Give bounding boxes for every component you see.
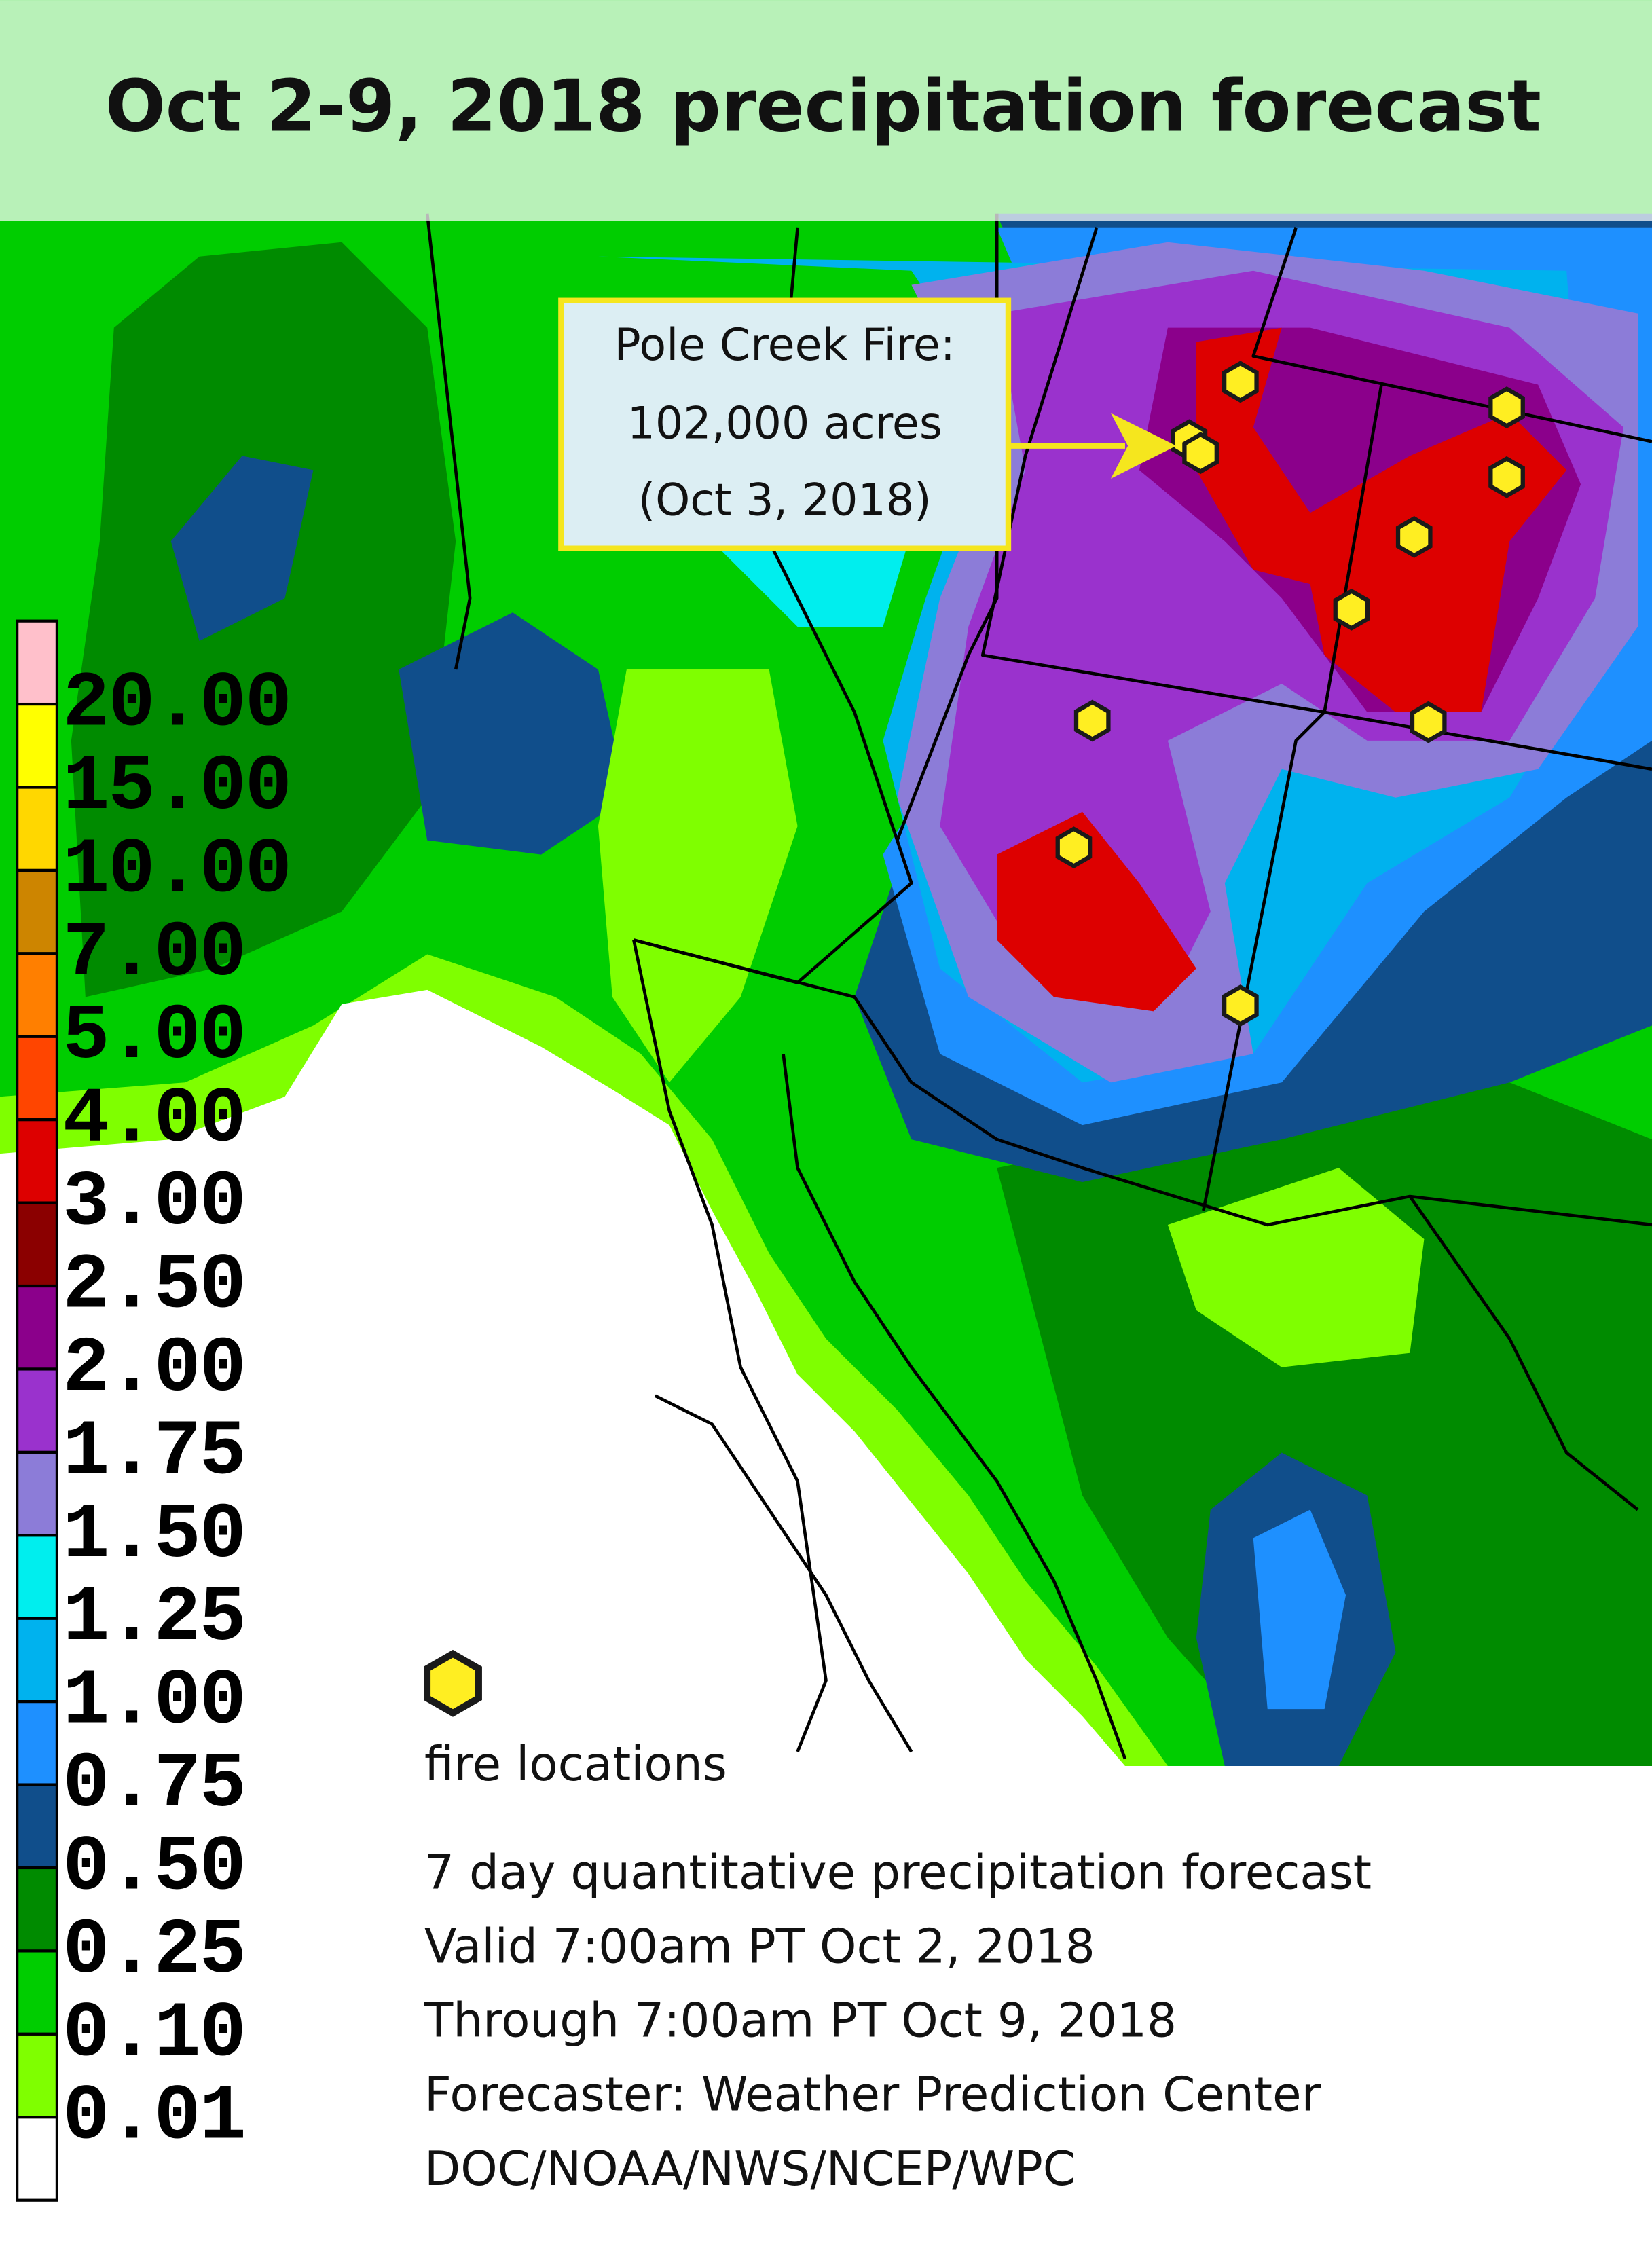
legend-label: 7.00 xyxy=(62,909,244,998)
legend-swatch xyxy=(16,1783,58,1870)
field-dark-green xyxy=(71,242,456,997)
legend-swatch xyxy=(16,1201,58,1288)
legend-swatch xyxy=(16,868,58,955)
legend-swatch xyxy=(16,1450,58,1537)
fire-marker xyxy=(1058,829,1090,866)
legend-label: 0.01 xyxy=(62,2073,244,2162)
fire-marker xyxy=(1412,703,1444,741)
legend-swatch xyxy=(16,1700,58,1786)
field-light-green xyxy=(1167,1168,1425,1367)
info-line: DOC/NOAA/NWS/NCEP/WPC xyxy=(424,2142,1076,2196)
legend-label: 5.00 xyxy=(62,992,244,1081)
fire-marker xyxy=(1398,519,1430,556)
legend-swatch xyxy=(16,1284,58,1371)
fire-marker xyxy=(1490,459,1522,496)
info-text: 7 day quantitative precipitation forecas… xyxy=(424,1846,1372,2196)
marker-key: fire locations xyxy=(424,1654,727,1792)
legend-label: 20.00 xyxy=(62,660,291,749)
legend-swatch xyxy=(16,786,58,872)
legend-label: 3.00 xyxy=(62,1158,244,1247)
field-red xyxy=(997,811,1196,1012)
field-light-green xyxy=(598,669,798,1083)
field-red xyxy=(1196,327,1567,712)
boundary xyxy=(632,940,828,1752)
fire-marker xyxy=(1184,435,1216,472)
fire-marker xyxy=(1224,363,1256,401)
boundary xyxy=(782,1053,1127,1760)
legend-swatch xyxy=(16,2032,58,2119)
legend-label: 1.75 xyxy=(62,1407,244,1496)
info-line: Forecaster: Weather Prediction Center xyxy=(424,2068,1321,2122)
title-band xyxy=(0,0,1652,221)
marker-key-symbol xyxy=(427,1654,479,1713)
legend-swatch xyxy=(16,1949,58,2036)
callout: Pole Creek Fire: 102,000 acres (Oct 3, 2… xyxy=(558,297,1177,551)
info-line: 7 day quantitative precipitation forecas… xyxy=(424,1846,1372,1900)
legend: 20.0015.0010.007.005.004.003.002.502.001… xyxy=(16,619,292,2202)
legend-label: 2.00 xyxy=(62,1325,244,1414)
field-dark-blue xyxy=(399,612,627,855)
fire-marker xyxy=(1336,591,1368,629)
legend-label: 4.00 xyxy=(62,1075,244,1164)
legend-swatch xyxy=(16,619,58,706)
legend-swatch xyxy=(16,1118,58,1204)
boundary xyxy=(1408,1195,1639,1511)
fire-marker xyxy=(1224,987,1256,1025)
field-dark-green xyxy=(997,1082,1652,1766)
marker-key-label: fire locations xyxy=(424,1737,727,1792)
fire-marker xyxy=(1490,389,1522,426)
legend-swatch xyxy=(16,2116,58,2202)
legend-label: 2.50 xyxy=(62,1242,244,1331)
callout-line: 102,000 acres xyxy=(627,398,942,449)
boundary xyxy=(633,938,1652,1227)
callout-line: (Oct 3, 2018) xyxy=(638,475,932,526)
legend-label: 1.50 xyxy=(62,1491,244,1580)
legend-label: 0.10 xyxy=(62,1989,244,2078)
fire-marker xyxy=(1076,702,1108,739)
legend-swatch xyxy=(16,1534,58,1620)
callout-arrowhead xyxy=(1110,413,1177,479)
legend-swatch xyxy=(16,1035,58,1122)
legend-label: 0.25 xyxy=(62,1907,244,1995)
legend-swatch xyxy=(16,1367,58,1454)
info-line: Through 7:00am PT Oct 9, 2018 xyxy=(424,1994,1177,2048)
field-blue xyxy=(1253,1509,1346,1710)
field-none xyxy=(0,989,1125,1766)
legend-label: 0.75 xyxy=(62,1740,244,1829)
legend-label: 1.25 xyxy=(62,1574,244,1663)
map-title: Oct 2-9, 2018 precipitation forecast xyxy=(105,65,1541,148)
info-line: Valid 7:00am PT Oct 2, 2018 xyxy=(424,1920,1095,1974)
legend-swatch xyxy=(16,1866,58,1953)
legend-swatch xyxy=(16,702,58,789)
callout-box xyxy=(558,297,1012,551)
legend-swatch xyxy=(16,952,58,1038)
boundary xyxy=(1202,384,1383,1211)
legend-label: 1.00 xyxy=(62,1657,244,1746)
legend-label: 15.00 xyxy=(62,743,291,832)
legend-label: 10.00 xyxy=(62,826,291,915)
boundary xyxy=(654,1394,913,1753)
boundary xyxy=(425,213,472,670)
field-dark-blue xyxy=(170,456,314,642)
legend-swatch xyxy=(16,1617,58,1704)
callout-line: Pole Creek Fire: xyxy=(614,320,955,371)
legend-label: 0.50 xyxy=(62,1823,244,1912)
